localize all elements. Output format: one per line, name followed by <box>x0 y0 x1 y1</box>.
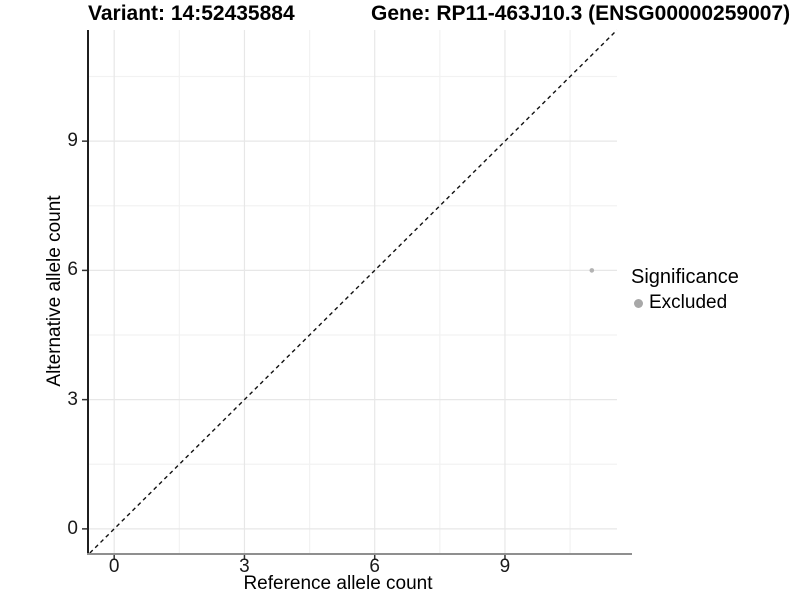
legend-key-dot-icon <box>634 298 643 308</box>
legend-item: Excluded <box>631 292 739 314</box>
x-tick-label: 6 <box>369 556 380 577</box>
y-tick-label: 0 <box>67 517 78 539</box>
legend: Significance Excluded <box>631 266 739 314</box>
x-tick-label: 9 <box>499 556 511 577</box>
legend-title: Significance <box>631 266 739 288</box>
y-axis-label: Alternative allele count <box>44 195 65 387</box>
legend-item-label: Excluded <box>649 292 728 313</box>
x-tick-label: 3 <box>239 556 250 577</box>
y-tick-label: 6 <box>67 259 78 281</box>
gene-title: Gene: RP11-463J10.3 (ENSG00000259007) <box>371 2 791 25</box>
identity-dashed-line <box>89 29 618 554</box>
variant-title: Variant: 14:52435884 <box>88 2 295 25</box>
legend-items: Excluded <box>631 292 739 314</box>
x-tick-label: 0 <box>108 556 120 577</box>
y-tick-label: 9 <box>67 130 78 152</box>
y-tick-label: 3 <box>67 388 78 410</box>
x-axis-label: Reference allele count <box>243 573 433 594</box>
data-point <box>589 268 595 273</box>
